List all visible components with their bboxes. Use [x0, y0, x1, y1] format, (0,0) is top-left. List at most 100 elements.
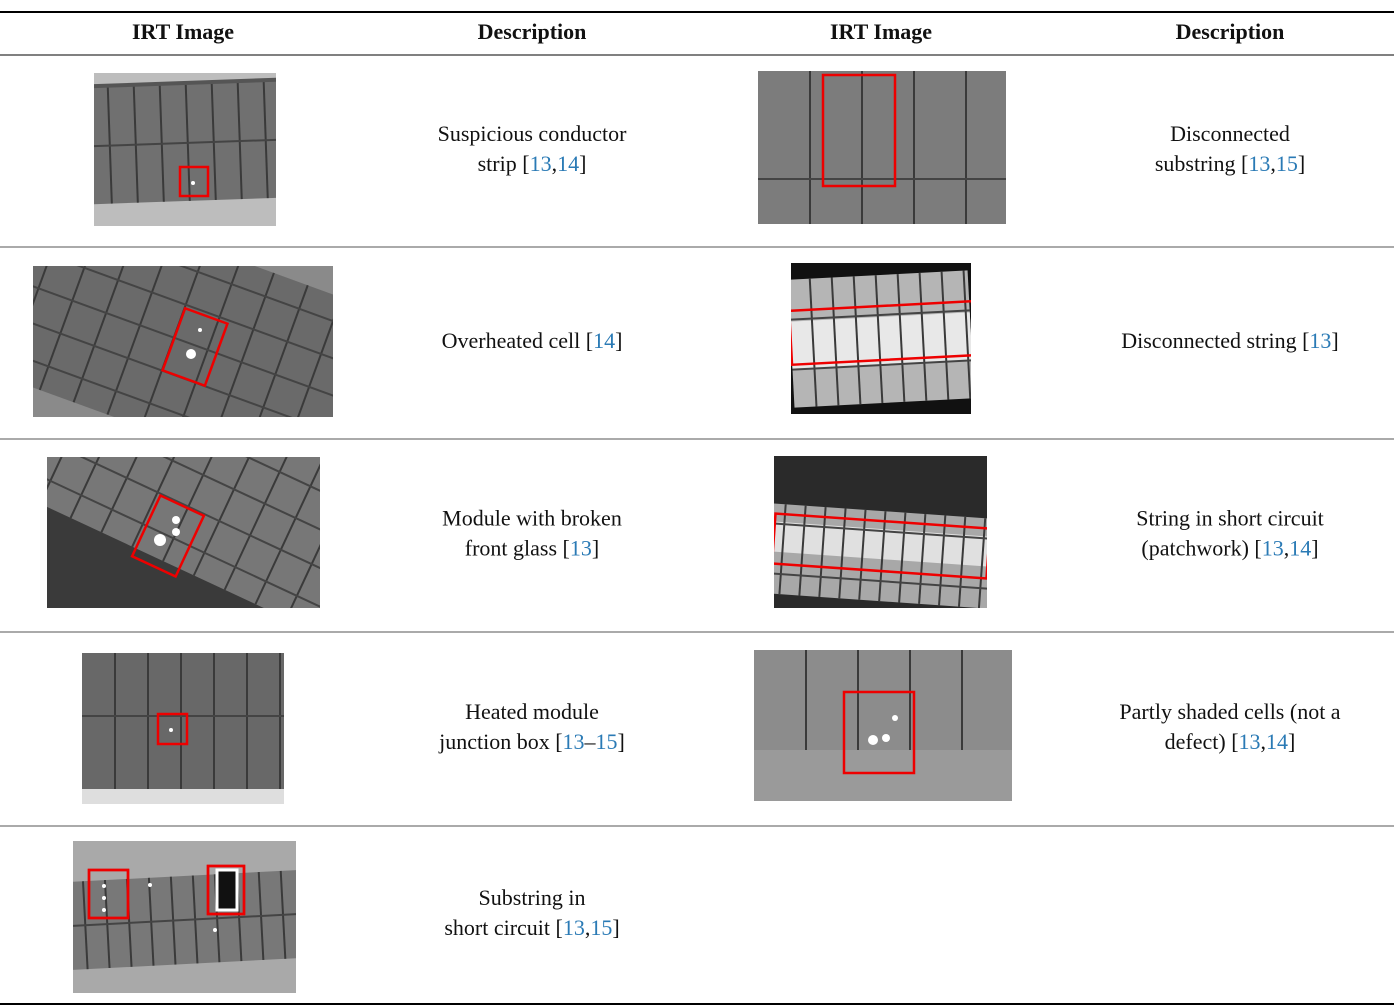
thermal-image: [758, 71, 1006, 224]
panel: [788, 270, 974, 407]
description-line: strip [13,14]: [478, 151, 587, 176]
header-cell: IRT Image: [830, 19, 932, 44]
description-text: ]: [615, 328, 622, 353]
panel-body: [82, 653, 284, 789]
citation-link[interactable]: 15: [596, 729, 618, 754]
citation-link[interactable]: 13: [563, 729, 585, 754]
description-text: ]: [1298, 151, 1305, 176]
panel: [61, 870, 308, 971]
citation-link[interactable]: 14: [593, 328, 615, 353]
description-text: ]: [1311, 536, 1318, 561]
description-text: String in short circuit: [1136, 506, 1324, 531]
hot-spot: [191, 181, 195, 185]
panel: [82, 653, 284, 789]
description-text: (patchwork) [: [1141, 536, 1261, 561]
description-text: front glass [: [465, 536, 570, 561]
citation-link[interactable]: 15: [1276, 151, 1298, 176]
description-text: ]: [1331, 328, 1338, 353]
hot-spot: [169, 728, 173, 732]
page: IRT Image Description IRT Image Descript…: [0, 0, 1394, 1008]
description-text: ]: [1288, 729, 1295, 754]
citation-link[interactable]: 13: [1309, 328, 1331, 353]
description-text: Suspicious conductor: [438, 121, 627, 146]
citation-link[interactable]: 14: [557, 151, 579, 176]
thermal-image: [759, 456, 1005, 609]
description-line: Substring in: [479, 885, 586, 910]
citation-link[interactable]: 13: [1262, 536, 1284, 561]
description-line: Module with broken: [442, 506, 622, 531]
hot-spot: [868, 735, 878, 745]
description-line: short circuit [13,15]: [444, 915, 619, 940]
cell-line: [317, 479, 389, 633]
description-text: short circuit [: [444, 915, 563, 940]
description-text: Disconnected: [1170, 121, 1290, 146]
thermal-image: [82, 653, 284, 804]
citation-link[interactable]: 13: [1239, 729, 1261, 754]
thermal-image: [61, 841, 308, 993]
hot-spot: [172, 516, 180, 524]
hot-spot: [882, 734, 890, 742]
description-text: Heated module: [465, 699, 599, 724]
description-text: strip [: [478, 151, 530, 176]
thermal-image: [754, 650, 1012, 801]
panel: [759, 503, 1005, 610]
citation-link[interactable]: 14: [1289, 536, 1311, 561]
description-text: ]: [579, 151, 586, 176]
header-cell: IRT Image: [132, 19, 234, 44]
description-text: ]: [612, 915, 619, 940]
description-line: Partly shaded cells (not a: [1119, 699, 1340, 724]
header-cell: Description: [478, 19, 587, 44]
citation-link[interactable]: 14: [1266, 729, 1288, 754]
hot-spot: [892, 715, 898, 721]
description-text: Substring in: [479, 885, 586, 910]
hot-spot: [102, 908, 106, 912]
description-text: Partly shaded cells (not a: [1119, 699, 1340, 724]
description-line: Heated module: [465, 699, 599, 724]
description-line: (patchwork) [13,14]: [1141, 536, 1318, 561]
panel: [0, 187, 394, 496]
description-line: Disconnected: [1170, 121, 1290, 146]
description-line: front glass [13]: [465, 536, 599, 561]
description-text: defect) [: [1165, 729, 1239, 754]
hot-spot: [186, 349, 196, 359]
citation-link[interactable]: 13: [563, 915, 585, 940]
hot-spot: [102, 896, 106, 900]
panel: [82, 80, 288, 205]
hot-spot: [102, 884, 106, 888]
description-text: ]: [592, 536, 599, 561]
hot-spot: [154, 534, 166, 546]
citation-link[interactable]: 13: [530, 151, 552, 176]
thermal-image: [0, 187, 394, 496]
panel-body: [758, 71, 1006, 224]
hot-spot: [217, 870, 237, 910]
citation-link[interactable]: 13: [570, 536, 592, 561]
description-text: substring [: [1155, 151, 1249, 176]
thermal-image: [82, 73, 288, 226]
description-text: Module with broken: [442, 506, 622, 531]
description-line: substring [13,15]: [1155, 151, 1305, 176]
panel-body: [754, 650, 1012, 750]
panel: [758, 71, 1006, 224]
panel: [754, 650, 1012, 750]
hot-spot: [172, 528, 180, 536]
description-line: Overheated cell [14]: [442, 328, 623, 353]
description-text: junction box [: [438, 729, 562, 754]
hot-spot: [198, 328, 202, 332]
description-text: ]: [618, 729, 625, 754]
hot-spot: [148, 883, 152, 887]
citation-link[interactable]: 15: [590, 915, 612, 940]
description-line: Suspicious conductor: [438, 121, 627, 146]
table: IRT Image Description IRT Image Descript…: [0, 0, 1394, 1008]
description-line: Disconnected string [13]: [1121, 328, 1339, 353]
header-cell: Description: [1176, 19, 1285, 44]
thermal-image: [788, 263, 975, 414]
description-line: String in short circuit: [1136, 506, 1324, 531]
description-line: defect) [13,14]: [1165, 729, 1296, 754]
citation-link[interactable]: 13: [1248, 151, 1270, 176]
panel-body: [0, 187, 394, 496]
description-text: Overheated cell [: [442, 328, 593, 353]
cell-line: [303, 870, 308, 958]
description-line: junction box [13–15]: [438, 729, 625, 754]
description-text: Disconnected string [: [1121, 328, 1309, 353]
hot-spot: [213, 928, 217, 932]
